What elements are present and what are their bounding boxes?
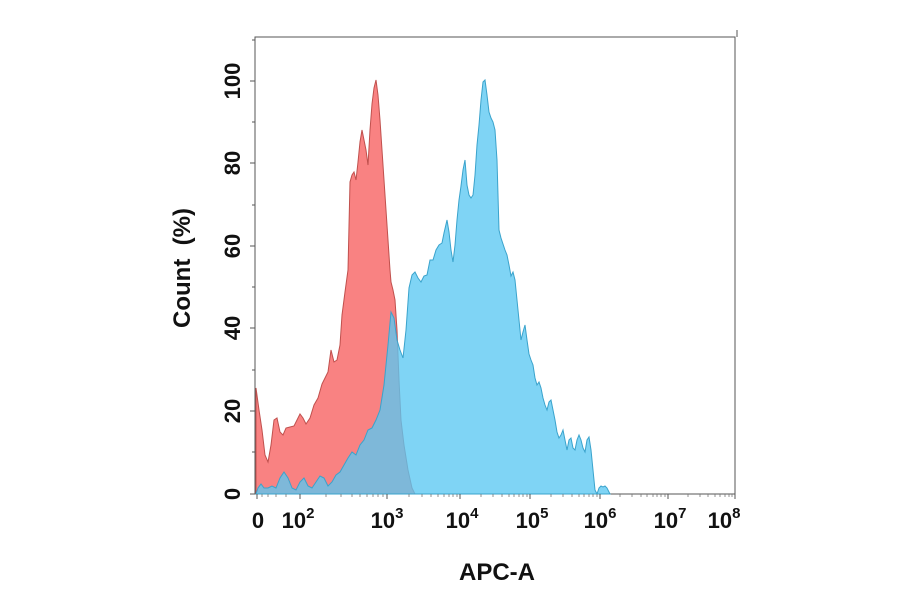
stained-histogram: [255, 78, 611, 496]
x-tick-label: 108: [708, 505, 741, 533]
y-axis-title: Count (%): [169, 208, 196, 328]
x-tick-label: 0: [252, 508, 264, 533]
x-tick-labels: 0 102 103 104 105 106 107 108: [252, 505, 741, 533]
x-tick-label: 106: [584, 505, 617, 533]
y-tick-label: 40: [220, 316, 245, 340]
x-tick-label: 105: [516, 505, 549, 533]
y-tick-label: 0: [220, 488, 245, 500]
x-tick-label: 102: [282, 505, 315, 533]
y-tick-label: 100: [220, 63, 245, 100]
y-axis-ticks: [250, 39, 255, 495]
x-axis-ticks: [256, 494, 736, 499]
x-axis-title: APC-A: [459, 559, 535, 586]
y-tick-label: 60: [220, 234, 245, 258]
y-tick-labels: 0 20 40 60 80 100: [220, 63, 245, 500]
x-tick-label: 103: [371, 505, 404, 533]
x-axis-minor-ticks: [261, 494, 733, 497]
y-tick-label: 20: [220, 399, 245, 423]
y-tick-label: 80: [220, 151, 245, 175]
control-histogram: [255, 79, 416, 495]
x-tick-label: 107: [654, 505, 687, 533]
x-tick-label: 104: [446, 505, 479, 533]
